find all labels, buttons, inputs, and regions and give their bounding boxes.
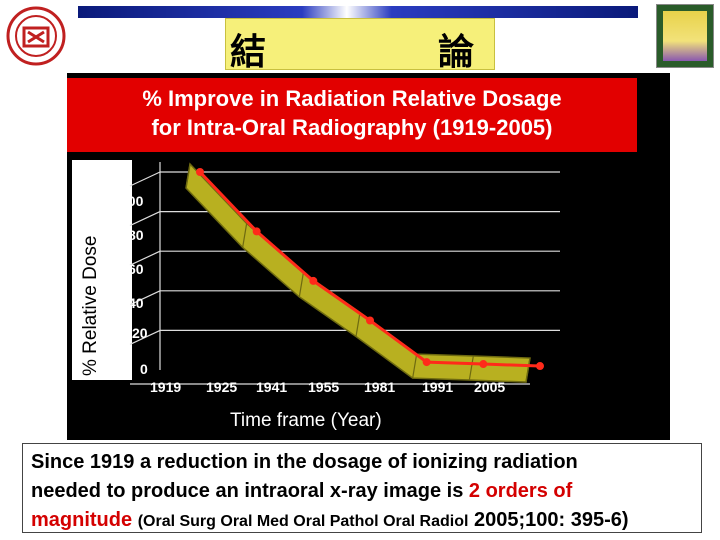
institution-banner-logo [656,4,714,68]
chart-title: % Improve in Radiation Relative Dosage f… [67,78,637,152]
ribbon-facet [242,223,248,248]
x-tick-label: 1925 [206,379,237,395]
data-point [479,360,488,369]
y-tick-label: 60 [128,261,144,277]
y-tick-label: 80 [128,227,144,243]
heading-char-left: 結 [230,32,267,73]
gridline-perspective [129,250,161,266]
ribbon-facet [468,355,474,381]
note-reference-citation: 2005;100: 395-6) [473,509,629,531]
header-rule [78,6,638,18]
conclusion-note: Since 1919 a reduction in the dosage of … [22,443,702,533]
data-point [252,227,261,236]
chart-title-line-2: for Intra-Oral Radiography (1919-2005) [151,115,553,140]
gridline-perspective [129,329,161,345]
x-tick-label: 1941 [256,379,287,395]
x-axis-label: Time frame (Year) [230,410,382,432]
x-tick-label: 2005 [474,379,505,395]
data-point [422,358,431,367]
slide-heading: 結 論 [225,18,495,73]
gridline-perspective [129,290,161,306]
ribbon-facet [412,353,418,379]
x-tick-label: 1919 [150,379,181,395]
note-line-2: needed to produce an intraoral x-ray ima… [31,480,469,502]
ribbon-facet [185,163,191,189]
gridline-perspective [129,171,161,187]
y-tick-label: 100 [120,193,144,209]
note-highlight-1: 2 orders of [468,480,573,502]
ribbon-facet [525,357,531,383]
school-seal-logo [6,6,66,66]
data-point [196,168,204,176]
x-tick-label: 1991 [422,379,453,395]
data-point [309,276,318,285]
y-axis-label-panel [72,160,132,380]
x-tick-label: 1955 [308,379,339,395]
note-reference: (Oral Surg Oral Med Oral Pathol Oral Rad… [137,513,469,530]
data-point [536,362,544,371]
gridline-perspective [129,211,161,227]
ribbon-facet [298,272,304,297]
y-tick-label: 40 [128,295,144,311]
note-line-1: Since 1919 a reduction in the dosage of … [31,451,578,473]
chart-title-line-1: % Improve in Radiation Relative Dosage [142,86,562,111]
series-ribbon [185,162,531,383]
heading-char-right: 論 [438,32,475,73]
ribbon-facet [355,312,361,337]
x-tick-label: 1981 [364,379,395,395]
note-highlight-2: magnitude [31,509,133,531]
data-point [366,316,374,325]
y-tick-label: 0 [140,361,148,377]
y-tick-label: 20 [132,325,148,341]
